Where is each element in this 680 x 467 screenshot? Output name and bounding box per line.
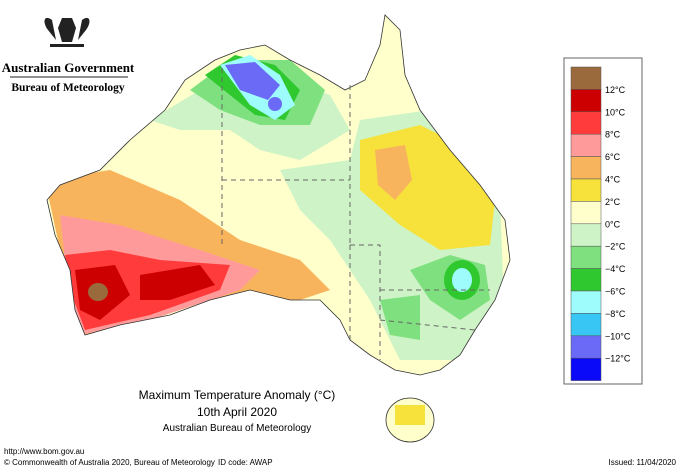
legend-label: 8°C: [605, 130, 621, 140]
legend-label: −12°C: [605, 354, 631, 364]
agency: Bureau of Meteorology: [11, 82, 125, 94]
legend-label: −4°C: [605, 264, 626, 274]
legend-swatch: [570, 201, 602, 225]
legend-label: −2°C: [605, 242, 626, 252]
legend-label: 12°C: [605, 85, 626, 95]
map-date: 10th April 2020: [197, 405, 277, 419]
footer-issued: Issued: 11/04/2020: [609, 458, 677, 467]
government: Australian Government: [2, 60, 135, 75]
map-source: Australian Bureau of Meteorology: [163, 423, 311, 434]
legend-swatch: [570, 133, 602, 157]
legend-swatch: [570, 89, 602, 113]
legend-label: −6°C: [605, 287, 626, 297]
legend-swatch: [570, 313, 602, 337]
legend-label: 6°C: [605, 152, 621, 162]
legend-label: 10°C: [605, 107, 626, 117]
coastline: [46, 14, 511, 376]
logo: [44, 17, 90, 47]
legend-swatch: [570, 268, 602, 292]
footer-copyright: © Commonwealth of Australia 2020, Bureau…: [4, 458, 215, 467]
legend-label: −8°C: [605, 309, 626, 319]
legend-swatch: [570, 290, 602, 314]
legend-label: 4°C: [605, 175, 621, 185]
legend-label: −10°C: [605, 331, 631, 341]
footer-id: ID code: AWAP: [218, 458, 273, 467]
legend-swatch: [570, 156, 602, 180]
legend-swatch: [570, 335, 602, 359]
state-borders: [221, 68, 490, 360]
footer-url: http://www.bom.gov.au: [4, 447, 84, 456]
legend-label: 0°C: [605, 219, 621, 229]
legend-swatch: [570, 245, 602, 269]
legend: 12°C 10°C 8°C 6°C 4°C 2°C 0°C −2°C −4°C −6°C −8°C −…: [570, 66, 631, 381]
tasmania-coast: [385, 397, 435, 443]
map-title: Maximum Temperature Anomaly (°C): [139, 388, 336, 402]
legend-swatch: [570, 111, 602, 135]
legend-swatch: [570, 178, 602, 202]
legend-swatch: [570, 66, 602, 90]
legend-swatch: [570, 223, 602, 247]
legend-label: 2°C: [605, 197, 621, 207]
legend-swatch: [570, 357, 602, 381]
